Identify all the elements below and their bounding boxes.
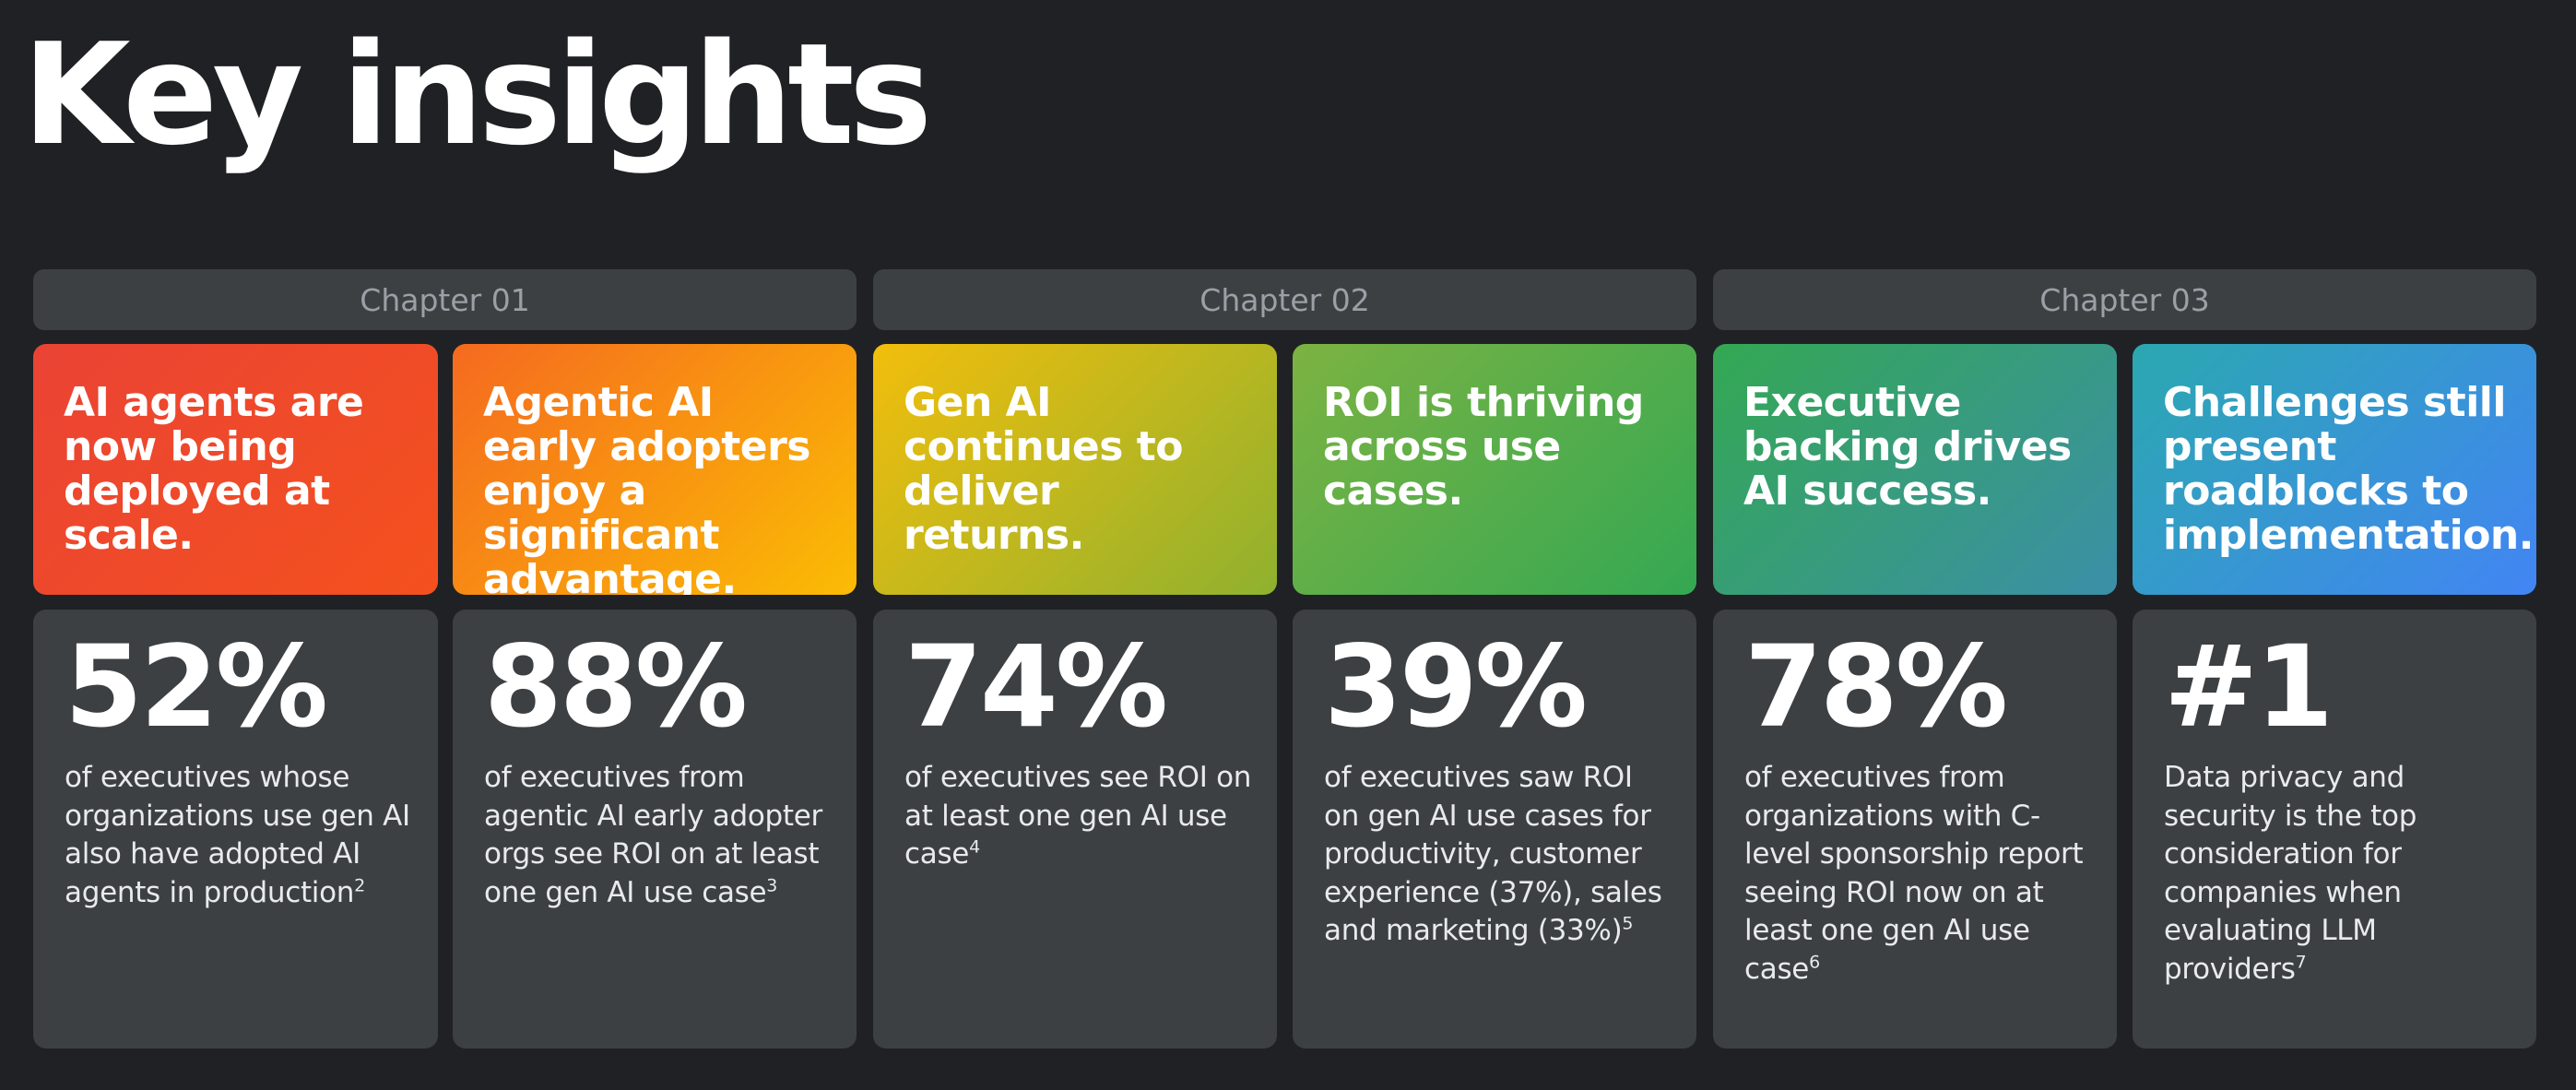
insight-headline: AI agents are now being deployed at scal… (64, 379, 364, 559)
footnote-marker: 6 (1809, 952, 1820, 973)
stat-description: of executives see ROI on at least one ge… (904, 759, 1253, 874)
stat-value: 39% (1324, 622, 1588, 752)
insight-headline: Gen AI continues to deliver returns. (904, 379, 1184, 559)
insight-headline-card: Gen AI continues to deliver returns. (873, 344, 1277, 595)
insight-headline-card: Agentic AI early adopters enjoy a signif… (453, 344, 857, 595)
footnote-marker: 4 (969, 836, 980, 858)
footnote-marker: 5 (1622, 913, 1634, 934)
stat-description-text: of executives whose organizations use ge… (65, 761, 410, 909)
stat-description: Data privacy and security is the top con… (2164, 759, 2512, 989)
stat-description: of executives saw ROI on gen AI use case… (1324, 759, 1672, 951)
stat-description-text: Data privacy and security is the top con… (2164, 761, 2417, 986)
stat-description-text: of executives from organizations with C-… (1744, 761, 2084, 986)
insight-headline: Challenges still present roadblocks to i… (2163, 379, 2534, 559)
insight-stat-card: 74% of executives see ROI on at least on… (873, 610, 1277, 1049)
insight-headline-card: ROI is thriving across use cases. (1293, 344, 1696, 595)
footnote-marker: 7 (2295, 952, 2307, 973)
chapter-02-bar: Chapter 02 (873, 269, 1696, 330)
stat-description: of executives whose organizations use ge… (65, 759, 414, 912)
stat-value: 52% (65, 622, 328, 752)
insight-stat-card: 52% of executives whose organizations us… (33, 610, 438, 1049)
footnote-marker: 2 (354, 875, 365, 896)
stat-description: of executives from agentic AI early adop… (484, 759, 833, 912)
page-title: Key insights (22, 13, 932, 176)
stat-description-text: of executives see ROI on at least one ge… (904, 761, 1252, 871)
stat-description-text: of executives saw ROI on gen AI use case… (1324, 761, 1662, 947)
insight-headline-card: Challenges still present roadblocks to i… (2133, 344, 2536, 595)
stat-value: 78% (1744, 622, 2008, 752)
stat-value: 88% (484, 622, 748, 752)
stat-value: 74% (904, 622, 1168, 752)
chapter-03-bar: Chapter 03 (1713, 269, 2536, 330)
insight-stat-card: 88% of executives from agentic AI early … (453, 610, 857, 1049)
insight-headline: Agentic AI early adopters enjoy a signif… (483, 379, 811, 596)
chapter-01-bar: Chapter 01 (33, 269, 857, 330)
insight-headline-card: Executive backing drives AI success. (1713, 344, 2117, 595)
insight-headline: Executive backing drives AI success. (1743, 379, 2072, 515)
insight-stat-card: #1 Data privacy and security is the top … (2133, 610, 2536, 1049)
insight-stat-card: 39% of executives saw ROI on gen AI use … (1293, 610, 1696, 1049)
stat-description-text: of executives from agentic AI early adop… (484, 761, 822, 909)
stat-description: of executives from organizations with C-… (1744, 759, 2093, 989)
insight-stat-card: 78% of executives from organizations wit… (1713, 610, 2117, 1049)
insight-headline: ROI is thriving across use cases. (1323, 379, 1644, 515)
insight-headline-card: AI agents are now being deployed at scal… (33, 344, 438, 595)
stat-value: #1 (2164, 622, 2334, 752)
footnote-marker: 3 (766, 875, 778, 896)
